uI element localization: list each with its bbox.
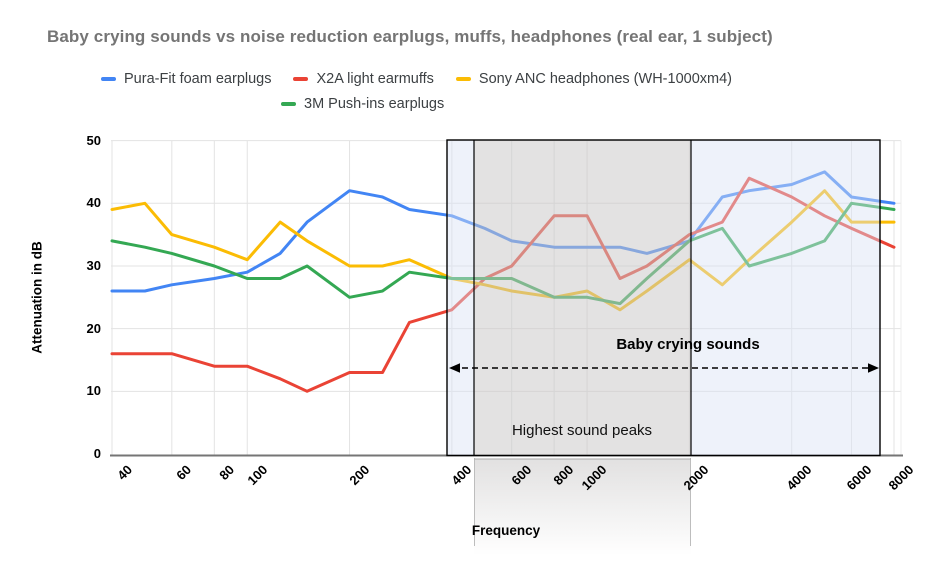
- y-tick-label: 30: [86, 257, 101, 273]
- legend-swatch-icon: [281, 102, 296, 106]
- chart-title: Baby crying sounds vs noise reduction ea…: [47, 27, 773, 46]
- legend-swatch-icon: [101, 77, 116, 81]
- legend-row: 3M Push-ins earplugs: [281, 96, 444, 112]
- range-arrow-left-head: [449, 363, 460, 373]
- legend-item-label: Sony ANC headphones (WH-1000xm4): [478, 71, 732, 87]
- baby-crying-label: Baby crying sounds: [616, 336, 760, 353]
- highest-peaks-label: Highest sound peaks: [511, 422, 653, 439]
- region-baby-crying-fill: [691, 140, 880, 456]
- legend-item-sony-anc-headphones-wh-1000xm4[interactable]: Sony ANC headphones (WH-1000xm4): [455, 71, 732, 87]
- region-baby-crying-border: [446, 139, 881, 457]
- legend-item-label: X2A light earmuffs: [316, 71, 434, 87]
- y-tick-label: 40: [86, 195, 101, 211]
- region-highest-peaks-fill: [474, 140, 691, 456]
- y-tick-label: 10: [86, 383, 101, 399]
- region-highest-peaks-extension: [474, 458, 691, 556]
- y-tick-label: 50: [86, 132, 101, 148]
- legend-item-x2a-light-earmuffs[interactable]: X2A light earmuffs: [293, 71, 434, 87]
- legend-item-label: Pura-Fit foam earplugs: [124, 71, 272, 87]
- y-tick-label: 20: [86, 320, 101, 336]
- region-baby-crying-fill: [447, 140, 474, 456]
- legend-row: Pura-Fit foam earplugs X2A light earmuffs…: [101, 71, 732, 87]
- legend-item-pura-fit-foam-earplugs[interactable]: Pura-Fit foam earplugs: [101, 71, 271, 87]
- legend-swatch-icon: [293, 77, 309, 81]
- x-axis-title: Frequency: [471, 523, 541, 538]
- y-axis-title: Attenuation in dB: [29, 241, 45, 354]
- legend-item-3m-push-ins-earplugs[interactable]: 3M Push-ins earplugs: [281, 96, 444, 112]
- legend-item-label: 3M Push-ins earplugs: [304, 96, 445, 112]
- y-tick-label: 0: [93, 446, 101, 461]
- range-arrow-right-head: [868, 363, 879, 373]
- legend-swatch-icon: [455, 77, 471, 81]
